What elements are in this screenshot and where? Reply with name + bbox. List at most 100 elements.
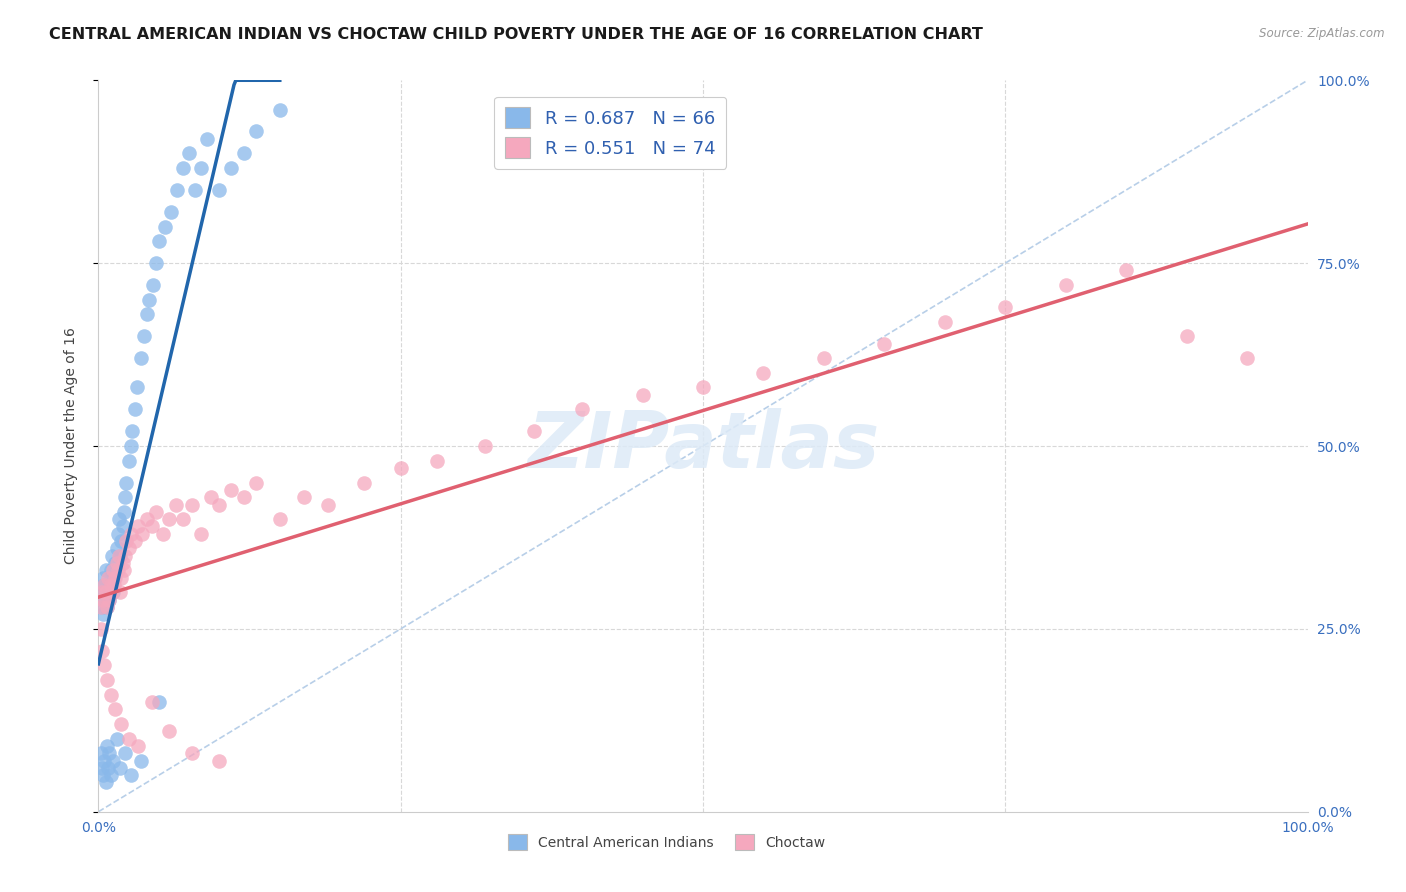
- Point: [90, 622, 112, 636]
- Point: [100, 578, 122, 592]
- Point: [112, 505, 135, 519]
- Point: [172, 512, 194, 526]
- Point: [111, 519, 134, 533]
- Point: [112, 563, 135, 577]
- Point: [129, 754, 152, 768]
- Text: Source: ZipAtlas.com: Source: ZipAtlas.com: [1260, 27, 1385, 40]
- Point: [269, 103, 291, 117]
- Point: [389, 461, 412, 475]
- Point: [93, 578, 115, 592]
- Point: [120, 526, 142, 541]
- Point: [152, 526, 174, 541]
- Point: [571, 402, 593, 417]
- Point: [96, 739, 118, 753]
- Point: [127, 380, 149, 394]
- Point: [100, 578, 122, 592]
- Point: [103, 578, 125, 592]
- Point: [104, 571, 127, 585]
- Point: [208, 498, 231, 512]
- Point: [195, 132, 218, 146]
- Point: [232, 490, 254, 504]
- Point: [316, 498, 339, 512]
- Point: [105, 731, 128, 746]
- Point: [101, 563, 124, 577]
- Point: [200, 490, 222, 504]
- Point: [180, 746, 202, 760]
- Point: [292, 490, 315, 504]
- Point: [111, 556, 134, 570]
- Point: [118, 453, 141, 467]
- Point: [148, 234, 170, 248]
- Point: [631, 388, 654, 402]
- Point: [96, 599, 118, 614]
- Point: [100, 549, 122, 563]
- Point: [91, 607, 114, 622]
- Point: [94, 585, 117, 599]
- Point: [221, 483, 243, 497]
- Point: [190, 526, 212, 541]
- Point: [101, 754, 124, 768]
- Point: [93, 754, 115, 768]
- Point: [474, 439, 496, 453]
- Point: [165, 498, 187, 512]
- Point: [245, 124, 267, 138]
- Point: [208, 183, 231, 197]
- Legend: Central American Indians, Choctaw: Central American Indians, Choctaw: [502, 829, 831, 856]
- Point: [93, 592, 115, 607]
- Point: [114, 549, 136, 563]
- Point: [98, 592, 121, 607]
- Point: [97, 761, 120, 775]
- Point: [245, 475, 267, 490]
- Point: [107, 563, 129, 577]
- Point: [127, 519, 149, 533]
- Point: [100, 585, 122, 599]
- Point: [100, 688, 122, 702]
- Point: [100, 563, 122, 577]
- Point: [994, 300, 1017, 314]
- Point: [90, 746, 112, 760]
- Point: [142, 278, 165, 293]
- Point: [91, 585, 114, 599]
- Point: [127, 739, 149, 753]
- Point: [141, 695, 163, 709]
- Point: [98, 746, 121, 760]
- Point: [108, 549, 131, 563]
- Point: [145, 256, 167, 270]
- Point: [353, 475, 375, 490]
- Point: [115, 475, 138, 490]
- Point: [110, 717, 132, 731]
- Point: [179, 146, 201, 161]
- Point: [135, 512, 157, 526]
- Point: [114, 490, 136, 504]
- Point: [91, 592, 114, 607]
- Point: [93, 658, 115, 673]
- Point: [153, 219, 176, 234]
- Point: [120, 439, 142, 453]
- Point: [91, 768, 114, 782]
- Point: [190, 161, 212, 175]
- Point: [97, 585, 120, 599]
- Point: [91, 571, 114, 585]
- Point: [93, 578, 115, 592]
- Point: [91, 644, 114, 658]
- Point: [523, 425, 546, 439]
- Point: [172, 161, 194, 175]
- Point: [104, 556, 127, 570]
- Point: [110, 534, 132, 549]
- Point: [135, 307, 157, 321]
- Point: [108, 549, 131, 563]
- Point: [105, 541, 128, 556]
- Point: [121, 425, 143, 439]
- Point: [100, 768, 122, 782]
- Point: [118, 541, 141, 556]
- Point: [148, 695, 170, 709]
- Point: [108, 761, 131, 775]
- Point: [124, 534, 146, 549]
- Point: [124, 402, 146, 417]
- Point: [98, 592, 121, 607]
- Point: [426, 453, 449, 467]
- Point: [752, 366, 775, 380]
- Point: [1236, 351, 1258, 366]
- Point: [90, 585, 112, 599]
- Point: [91, 599, 114, 614]
